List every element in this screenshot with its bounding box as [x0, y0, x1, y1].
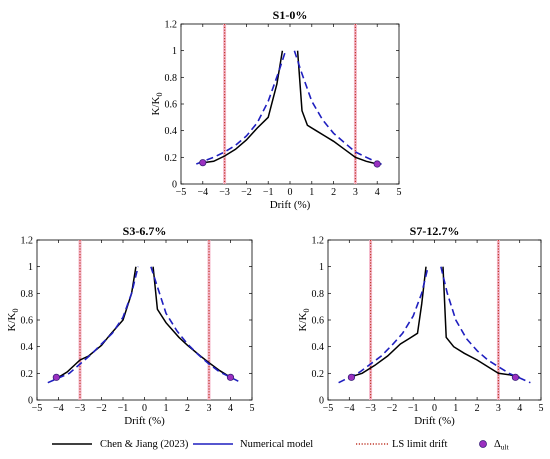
- x-tick-label: −4: [197, 187, 208, 198]
- numerical-curve: [47, 266, 139, 384]
- y-tick-label: 0.8: [312, 289, 325, 300]
- legend: Chen & Jiang (2023) Numerical model LS lim…: [52, 439, 510, 452]
- x-tick-label: 4: [228, 403, 233, 414]
- x-tick-label: 4: [375, 187, 380, 198]
- ultimate-drift-point: [52, 373, 60, 381]
- x-tick-label: −2: [96, 403, 107, 414]
- plot-frame: [327, 239, 542, 401]
- x-tick-label: 1: [309, 187, 314, 198]
- ultimate-drift-point: [511, 373, 520, 381]
- y-tick-label: 0.6: [312, 316, 325, 327]
- x-tick-label: 3: [496, 403, 501, 414]
- x-tick-label: 0: [288, 187, 293, 198]
- x-axis-label: Drift (%): [414, 415, 455, 427]
- panel-title: S3-6.7%: [123, 224, 167, 238]
- panel-2: −5 −4 −3 −2 −1 0 1 2 3 4 5 0 0.2 0.4 0.6 0.8 1 1.2 S3-6.7%…: [6, 224, 255, 427]
- experimental-curve: [202, 50, 284, 164]
- x-tick-label: 5: [250, 403, 255, 414]
- y-tick-label: 0.8: [165, 73, 178, 84]
- y-tick-label: 0.8: [21, 289, 34, 300]
- y-axis-label: K/K0: [297, 309, 311, 332]
- ultimate-drift-point: [226, 373, 235, 381]
- plot-frame: [36, 239, 253, 401]
- legend-label-experimental: Chen & Jiang (2023): [100, 439, 189, 450]
- x-tick-label: −2: [387, 403, 398, 414]
- x-axis-label: Drift (%): [270, 199, 311, 211]
- x-axis-label: Drift (%): [124, 415, 165, 427]
- y-tick-label: 1: [28, 262, 33, 273]
- legend-label-numerical: Numerical model: [240, 439, 313, 450]
- y-axis-label-sub: 0: [155, 93, 164, 97]
- experimental-curve: [296, 50, 378, 165]
- x-tick-label: 2: [331, 187, 336, 198]
- x-tick-label: −5: [176, 187, 187, 198]
- experimental-curve: [152, 266, 231, 378]
- y-tick-label: 0.4: [165, 126, 178, 137]
- experimental-curve: [442, 266, 520, 379]
- y-tick-label: 0: [28, 396, 33, 407]
- x-tick-label: 2: [475, 403, 480, 414]
- legend-label-sub: ult: [501, 443, 510, 452]
- y-tick-label: 1.2: [21, 236, 34, 247]
- x-tick-label: 1: [164, 403, 169, 414]
- x-tick-label: −4: [344, 403, 355, 414]
- x-tick-label: −3: [75, 403, 86, 414]
- y-tick-label: 1: [319, 262, 324, 273]
- plot-frame: [180, 23, 400, 185]
- x-tick-label: 5: [539, 403, 544, 414]
- x-tick-label: −2: [241, 187, 252, 198]
- x-tick-label: 3: [207, 403, 212, 414]
- x-tick-label: −4: [53, 403, 64, 414]
- x-tick-label: 4: [517, 403, 522, 414]
- x-tick-label: 2: [185, 403, 190, 414]
- y-tick-label: 0: [172, 180, 177, 191]
- x-tick-label: 1: [453, 403, 458, 414]
- y-tick-label: 1.2: [312, 236, 325, 247]
- experimental-curve: [58, 266, 137, 378]
- x-tick-label: −1: [408, 403, 419, 414]
- panel-1: −5 −4 −3 −2 −1 0 1 2 3 4 5 0 0.2 0.4 0.6 0.8 1 1.2 S1-0% Dr…: [150, 8, 402, 211]
- y-tick-label: 1.2: [165, 20, 178, 31]
- y-axis-label-sub: 0: [11, 309, 20, 313]
- experimental-curve: [349, 266, 427, 379]
- x-tick-label: −3: [365, 403, 376, 414]
- ultimate-drift-point: [199, 159, 207, 167]
- y-tick-label: 0.6: [21, 316, 34, 327]
- y-axis-label: K/K0: [6, 309, 20, 332]
- y-axis-label-sub: 0: [302, 309, 311, 313]
- x-tick-label: −1: [263, 187, 274, 198]
- y-tick-label: 0.2: [165, 153, 178, 164]
- panel-title: S1-0%: [273, 8, 308, 22]
- x-tick-label: −1: [118, 403, 129, 414]
- ultimate-drift-point: [373, 160, 381, 168]
- x-tick-label: −5: [32, 403, 43, 414]
- ultimate-drift-point: [347, 373, 356, 381]
- y-tick-label: 1: [172, 46, 177, 57]
- y-tick-label: 0.6: [165, 100, 178, 111]
- legend-ultimate-swatch: [479, 440, 487, 448]
- y-tick-label: 0.4: [312, 342, 325, 353]
- x-tick-label: 3: [353, 187, 358, 198]
- numerical-curve: [196, 50, 287, 165]
- numerical-curve: [150, 266, 242, 384]
- y-tick-label: 0.2: [21, 369, 34, 380]
- x-tick-label: 0: [432, 403, 437, 414]
- x-tick-label: 5: [397, 187, 402, 198]
- panel-3: −5 −4 −3 −2 −1 0 1 2 3 4 5 0 0.2 0.4 0.6 0.8 1 1.2 S7-12.7…: [297, 224, 544, 427]
- numerical-curve: [338, 266, 429, 384]
- panel-title: S7-12.7%: [410, 224, 460, 238]
- y-tick-label: 0.2: [312, 369, 325, 380]
- y-axis-label: K/K0: [150, 93, 164, 116]
- y-tick-label: 0: [319, 396, 324, 407]
- x-tick-label: −5: [323, 403, 334, 414]
- x-tick-label: 0: [142, 403, 147, 414]
- legend-label-ultimate: Δult: [494, 439, 510, 452]
- numerical-curve: [440, 266, 531, 384]
- y-tick-label: 0.4: [21, 342, 34, 353]
- x-tick-label: −3: [219, 187, 230, 198]
- numerical-curve: [293, 50, 385, 167]
- legend-label-ls_limit: LS limit drift: [392, 439, 448, 450]
